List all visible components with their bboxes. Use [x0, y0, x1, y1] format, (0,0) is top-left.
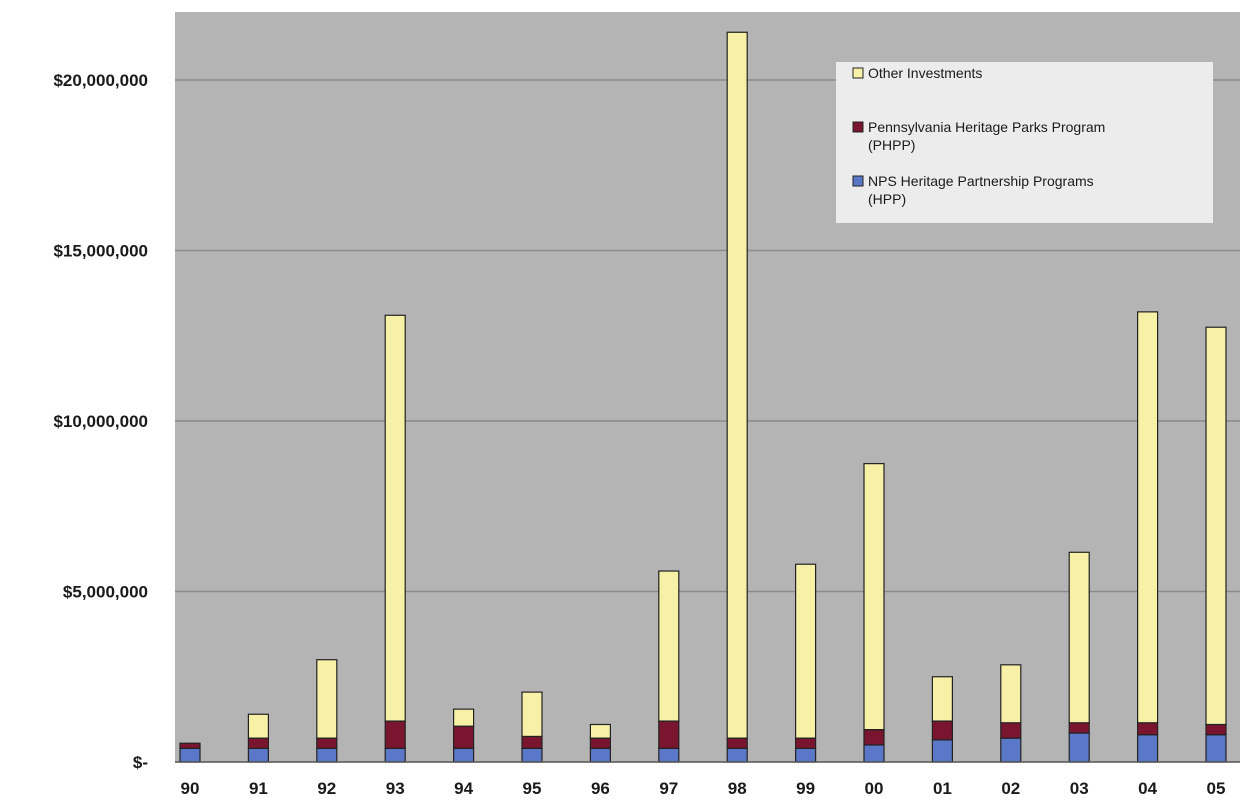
bar-segment [931, 739, 954, 763]
bar-segment [384, 747, 406, 763]
bar-segment [794, 737, 817, 749]
bar-segment [863, 463, 885, 731]
gridlines [175, 79, 1240, 593]
legend-label: Other Investments [868, 65, 982, 81]
bar-segment [1205, 723, 1227, 736]
y-axis: $- $5,000,000 $10,000,000 $15,000,000 $20,00… [53, 71, 1240, 772]
x-tick-label: 97 [659, 779, 678, 798]
bar-segment [247, 747, 269, 763]
bar-segment [521, 735, 543, 749]
bar-segment [794, 747, 817, 763]
bars [179, 31, 1227, 763]
bar-segment [384, 314, 406, 722]
bar-segment [1136, 722, 1159, 736]
bar-segment [316, 747, 338, 763]
bar-segment [931, 720, 954, 741]
y-tick-label: $20,000,000 [53, 71, 148, 90]
bar-segment [589, 737, 612, 749]
x-tick-label: 98 [728, 779, 747, 798]
x-tick-label: 99 [796, 779, 815, 798]
bar-segment [179, 747, 201, 763]
bar-segment [247, 737, 269, 749]
bar-segment [589, 747, 612, 763]
bar-segment [863, 729, 885, 746]
bar-segment [726, 31, 748, 739]
bar-segment [1136, 311, 1159, 724]
legend-swatch [852, 175, 864, 187]
bar-segment [453, 725, 475, 749]
x-tick-label: 95 [523, 779, 542, 798]
x-tick-label: 91 [249, 779, 268, 798]
x-tick-label: 96 [591, 779, 610, 798]
legend-box [836, 62, 1213, 223]
y-tick-label: $10,000,000 [53, 412, 148, 431]
bar-segment [1068, 732, 1090, 763]
legend-swatch [852, 121, 864, 133]
bar-segment [931, 676, 954, 722]
bar-segment [1205, 326, 1227, 726]
bar-segment [521, 691, 543, 738]
bar-segment [589, 723, 612, 739]
bar-segment [1205, 734, 1227, 763]
bar-segment [726, 747, 748, 763]
x-axis: 90 91 92 93 94 95 96 97 98 99 00 01 02 03 04 05 [181, 779, 1226, 798]
legend-label: NPS Heritage Partnership Programs [868, 173, 1094, 189]
x-tick-label: 92 [317, 779, 336, 798]
bar-segment [1000, 664, 1022, 724]
bar-segment [179, 742, 201, 749]
bar-segment [863, 744, 885, 763]
x-tick-label: 05 [1207, 779, 1226, 798]
legend-swatch [852, 67, 864, 79]
bar-segment [1068, 722, 1090, 734]
bar-segment [1000, 737, 1022, 763]
x-tick-label: 00 [865, 779, 884, 798]
bar-segment [1136, 734, 1159, 763]
legend-label: (PHPP) [868, 137, 915, 153]
y-tick-label: $- [133, 753, 148, 772]
y-tick-label: $5,000,000 [63, 583, 148, 602]
x-tick-label: 90 [181, 779, 200, 798]
bar-segment [1000, 722, 1022, 739]
bar-segment [247, 713, 269, 739]
x-tick-label: 01 [933, 779, 952, 798]
x-tick-label: 93 [386, 779, 405, 798]
bar-segment [316, 659, 338, 739]
x-tick-label: 02 [1001, 779, 1020, 798]
legend-label: Pennsylvania Heritage Parks Program [868, 119, 1105, 135]
y-tick-label: $15,000,000 [53, 242, 148, 261]
bar-segment [453, 747, 475, 763]
x-tick-label: 04 [1138, 779, 1157, 798]
legend: Other Investments Pennsylvania Heritage P… [836, 62, 1213, 223]
bar-segment [658, 720, 680, 749]
x-tick-label: 94 [454, 779, 473, 798]
legend-label: (HPP) [868, 191, 906, 207]
bar-segment [1068, 551, 1090, 724]
bar-segment [726, 737, 748, 749]
bar-segment [794, 563, 817, 739]
bar-segment [658, 570, 680, 722]
x-tick-label: 03 [1070, 779, 1089, 798]
bar-segment [384, 720, 406, 749]
bar-segment [521, 747, 543, 763]
bar-segment [658, 747, 680, 763]
bar-segment [453, 708, 475, 727]
bar-segment [316, 737, 338, 749]
